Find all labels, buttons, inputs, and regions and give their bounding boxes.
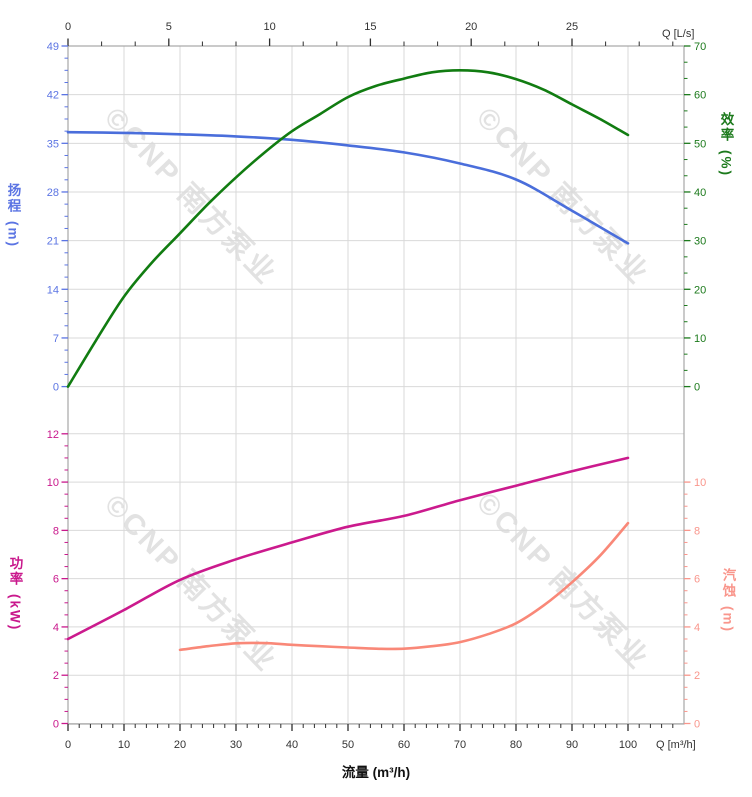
tick-label: 15 [364, 21, 376, 33]
head-axis-label: 扬程 (m) [5, 183, 21, 248]
watermark-text: ©CNP 南方泵业 [98, 100, 284, 291]
tick-label: 30 [230, 739, 242, 751]
tick-label: 0 [53, 382, 59, 394]
tick-label: 60 [694, 90, 706, 102]
head-efficiency-right-axis: 0 10 20 30 40 50 60 70 [684, 41, 706, 394]
tick-label: 60 [398, 739, 410, 751]
tick-label: 4 [53, 622, 59, 634]
tick-label: 25 [566, 21, 578, 33]
tick-label: 50 [342, 739, 354, 751]
tick-label: 20 [694, 284, 706, 296]
tick-label: 70 [694, 41, 706, 53]
tick-label: 0 [65, 21, 71, 33]
tick-label: 35 [47, 138, 59, 150]
tick-label: Q [L/s] [662, 28, 694, 40]
tick-label: 8 [694, 525, 700, 537]
tick-label: 20 [174, 739, 186, 751]
tick-label: 80 [510, 739, 522, 751]
axis-unit-text: (kW) [7, 594, 23, 632]
tick-label: 10 [263, 21, 275, 33]
watermark-layer: ©CNP 南方泵业 ©CNP 南方泵业©CNP 南方泵业 ©CNP 南方泵业 [98, 100, 656, 678]
tick-label: 21 [47, 236, 59, 248]
tick-label: 12 [47, 429, 59, 441]
tick-label: 10 [47, 477, 59, 489]
efficiency-curve [66, 68, 630, 388]
power-npsh-right-axis: 0 2 4 6 8 10 [684, 477, 706, 731]
axis-title-text: 汽蚀 [720, 568, 736, 599]
efficiency-axis-label: 效率 (%) [718, 112, 734, 177]
tick-label: Q [m³/h] [656, 739, 696, 751]
axis-unit-text: (%) [718, 150, 734, 177]
power-curve [66, 456, 630, 641]
tick-label: 10 [118, 739, 130, 751]
tick-label: 14 [47, 284, 59, 296]
tick-label: 8 [53, 525, 59, 537]
axis-unit-text: (m) [720, 606, 736, 633]
tick-label: 2 [53, 670, 59, 682]
head-curve [66, 130, 630, 245]
axis-title-text: 功率 [7, 556, 23, 587]
tick-label: 100 [619, 739, 637, 751]
axis-title-text: 效率 [718, 112, 734, 143]
head-efficiency-left-axis: 0 7 14 21 28 35 42 49 [47, 41, 68, 394]
axis-unit-text: (m) [5, 221, 21, 248]
tick-label: 4 [694, 622, 700, 634]
tick-label: 6 [694, 574, 700, 586]
tick-label: 0 [65, 739, 71, 751]
tick-label: 2 [694, 670, 700, 682]
tick-label: 49 [47, 41, 59, 53]
x-axis-top: 0 5 10 15 20 25 Q [L/s] [65, 21, 694, 46]
tick-label: 90 [566, 739, 578, 751]
tick-label: 50 [694, 138, 706, 150]
x-axis-bottom: 0 10 20 30 40 50 60 70 80 90 100 Q [m³/h] [65, 724, 696, 751]
tick-label: 30 [694, 236, 706, 248]
flow-axis-title: 流量 (m³/h) [341, 765, 411, 780]
power-axis-label: 功率 (kW) [7, 556, 23, 632]
watermark-text: ©CNP 南方泵业 [98, 487, 284, 678]
tick-label: 42 [47, 90, 59, 102]
tick-label: 70 [454, 739, 466, 751]
axis-title-text: 扬程 [5, 183, 21, 214]
power-npsh-left-axis: 0 2 4 6 8 10 12 [47, 429, 68, 731]
tick-label: 6 [53, 574, 59, 586]
npsh-curve [178, 521, 630, 652]
tick-label: 40 [286, 739, 298, 751]
tick-label: 5 [166, 21, 172, 33]
tick-label: 28 [47, 187, 59, 199]
tick-label: 20 [465, 21, 477, 33]
tick-label: 0 [694, 382, 700, 394]
npsh-axis-label: 汽蚀 (m) [720, 568, 736, 633]
tick-label: 10 [694, 477, 706, 489]
tick-label: 0 [694, 719, 700, 731]
tick-label: 40 [694, 187, 706, 199]
tick-label: 7 [53, 333, 59, 345]
tick-label: 10 [694, 333, 706, 345]
tick-label: 0 [53, 719, 59, 731]
